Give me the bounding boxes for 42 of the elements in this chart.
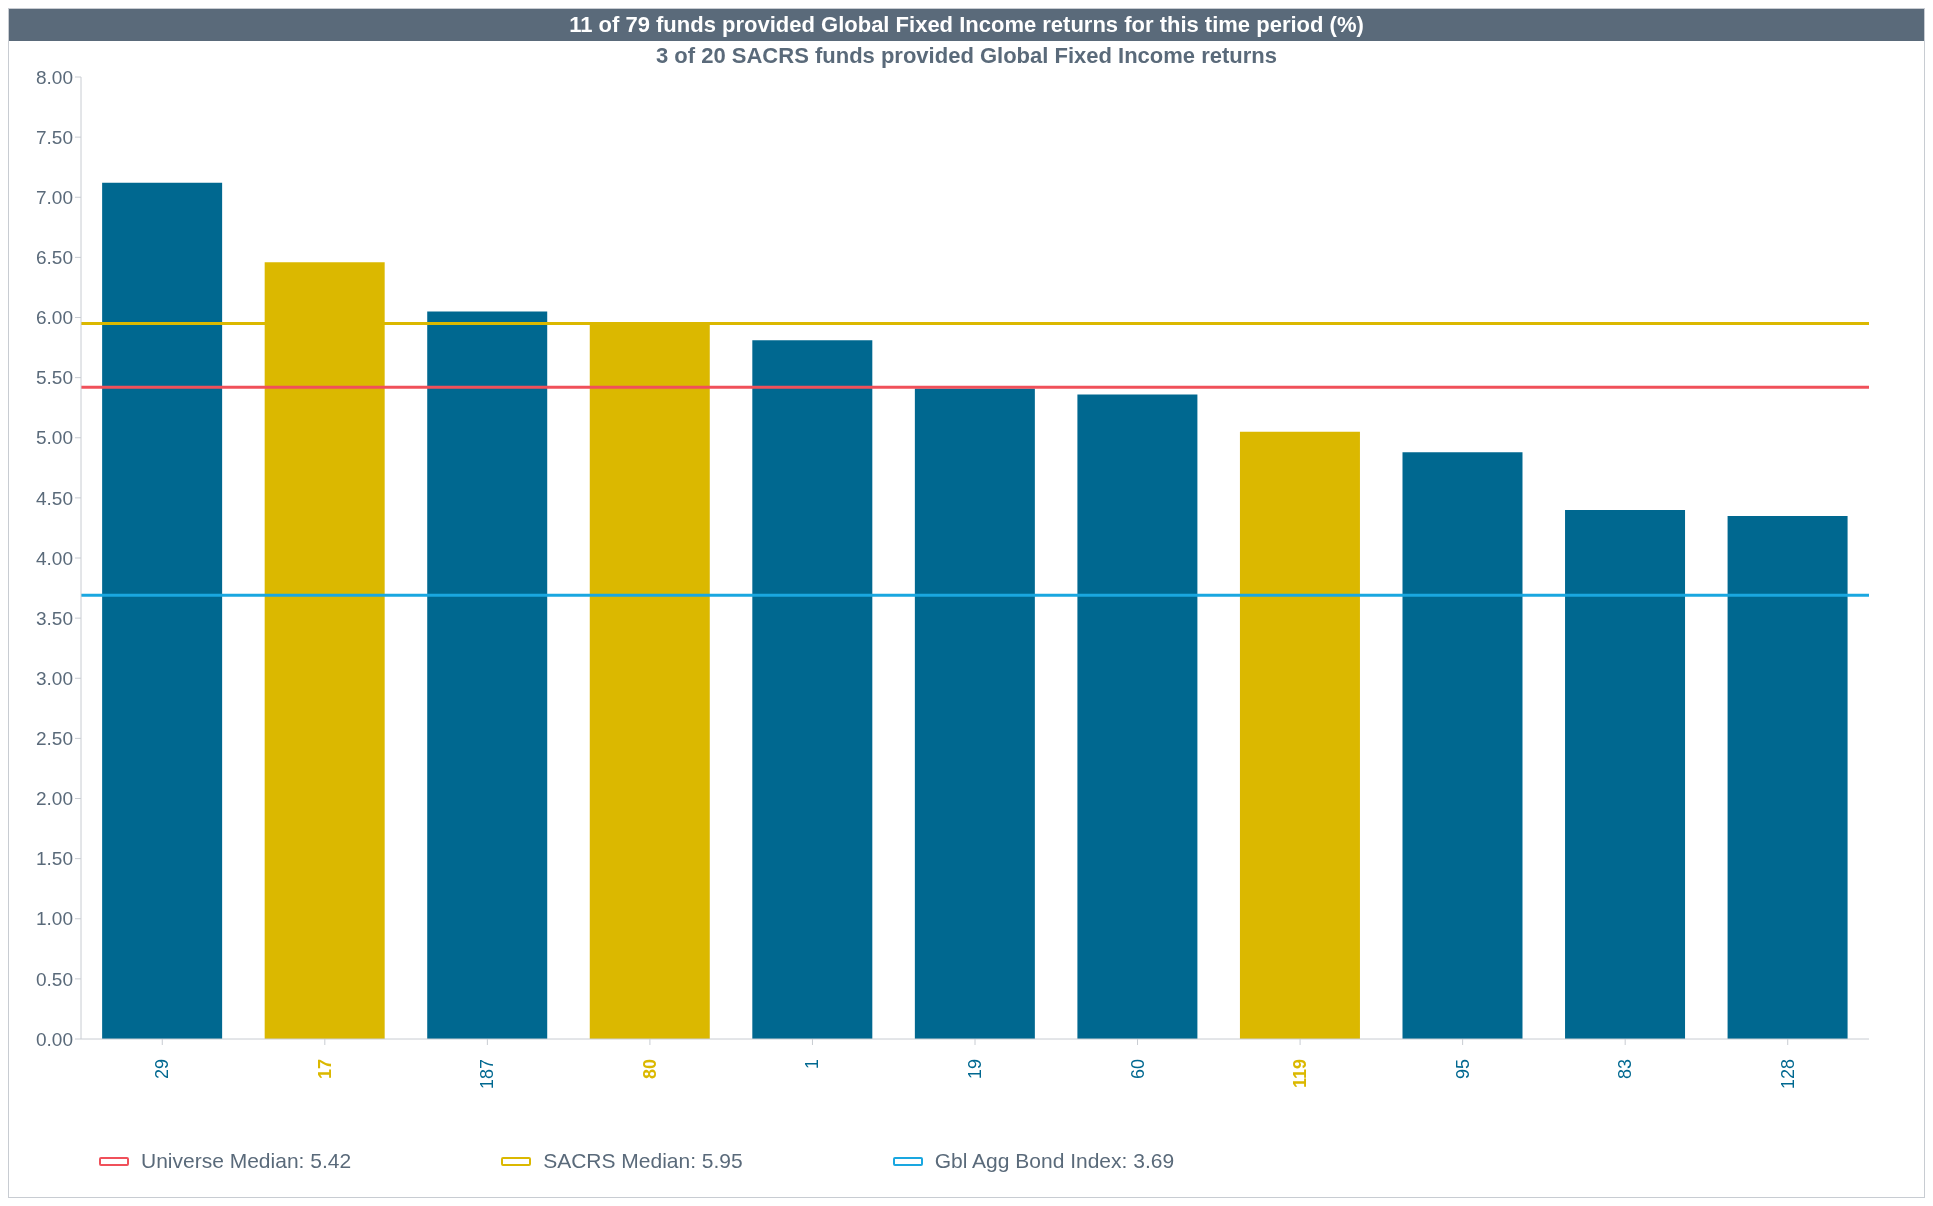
x-tick-label: 80 <box>639 1059 660 1080</box>
y-tick-label: 5.50 <box>36 367 73 389</box>
x-tick-label: 1 <box>802 1059 823 1070</box>
x-tick-label: 29 <box>152 1059 173 1080</box>
y-tick-label: 5.00 <box>36 427 73 449</box>
y-tick-label: 4.50 <box>36 487 73 509</box>
chart-subtitle: 3 of 20 SACRS funds provided Global Fixed Income returns <box>656 43 1277 68</box>
y-tick-label: 7.00 <box>36 186 73 208</box>
x-tick-label: 95 <box>1452 1059 1473 1080</box>
y-tick-label: 4.00 <box>36 547 73 569</box>
bar <box>1402 452 1523 1039</box>
x-tick-label: 128 <box>1777 1059 1798 1090</box>
y-tick-label: 8.00 <box>36 66 73 88</box>
y-tick-label: 6.50 <box>36 247 73 269</box>
bar <box>427 311 548 1039</box>
x-tick-label: 83 <box>1615 1059 1636 1080</box>
x-tick-label: 17 <box>314 1059 335 1080</box>
bar <box>1239 431 1360 1039</box>
y-tick-label: 0.50 <box>36 968 73 990</box>
bar <box>1565 509 1686 1039</box>
y-tick-label: 3.50 <box>36 607 73 629</box>
y-tick-label: 1.50 <box>36 848 73 870</box>
y-tick-label: 2.50 <box>36 728 73 750</box>
bar <box>102 182 223 1039</box>
x-tick-label: 119 <box>1290 1059 1311 1089</box>
legend-label: SACRS Median: 5.95 <box>543 1149 743 1173</box>
x-tick-label: 60 <box>1127 1059 1148 1080</box>
y-tick-label: 2.00 <box>36 788 73 810</box>
bar <box>1727 515 1848 1039</box>
bar <box>1077 394 1198 1039</box>
y-tick-label: 7.50 <box>36 126 73 148</box>
y-tick-label: 0.00 <box>36 1028 73 1050</box>
y-tick-label: 1.00 <box>36 908 73 930</box>
legend-label: Gbl Agg Bond Index: 3.69 <box>934 1149 1175 1173</box>
x-tick-label: 187 <box>477 1059 498 1090</box>
y-tick-label: 6.00 <box>36 307 73 329</box>
bar <box>752 340 873 1039</box>
legend-label: Universe Median: 5.42 <box>141 1149 352 1173</box>
x-tick-label: 19 <box>965 1059 985 1080</box>
bar <box>914 388 1035 1039</box>
y-tick-label: 3.00 <box>36 667 73 689</box>
chart-title: 11 of 79 funds provided Global Fixed Income returns for this time period (%) <box>9 9 1924 41</box>
